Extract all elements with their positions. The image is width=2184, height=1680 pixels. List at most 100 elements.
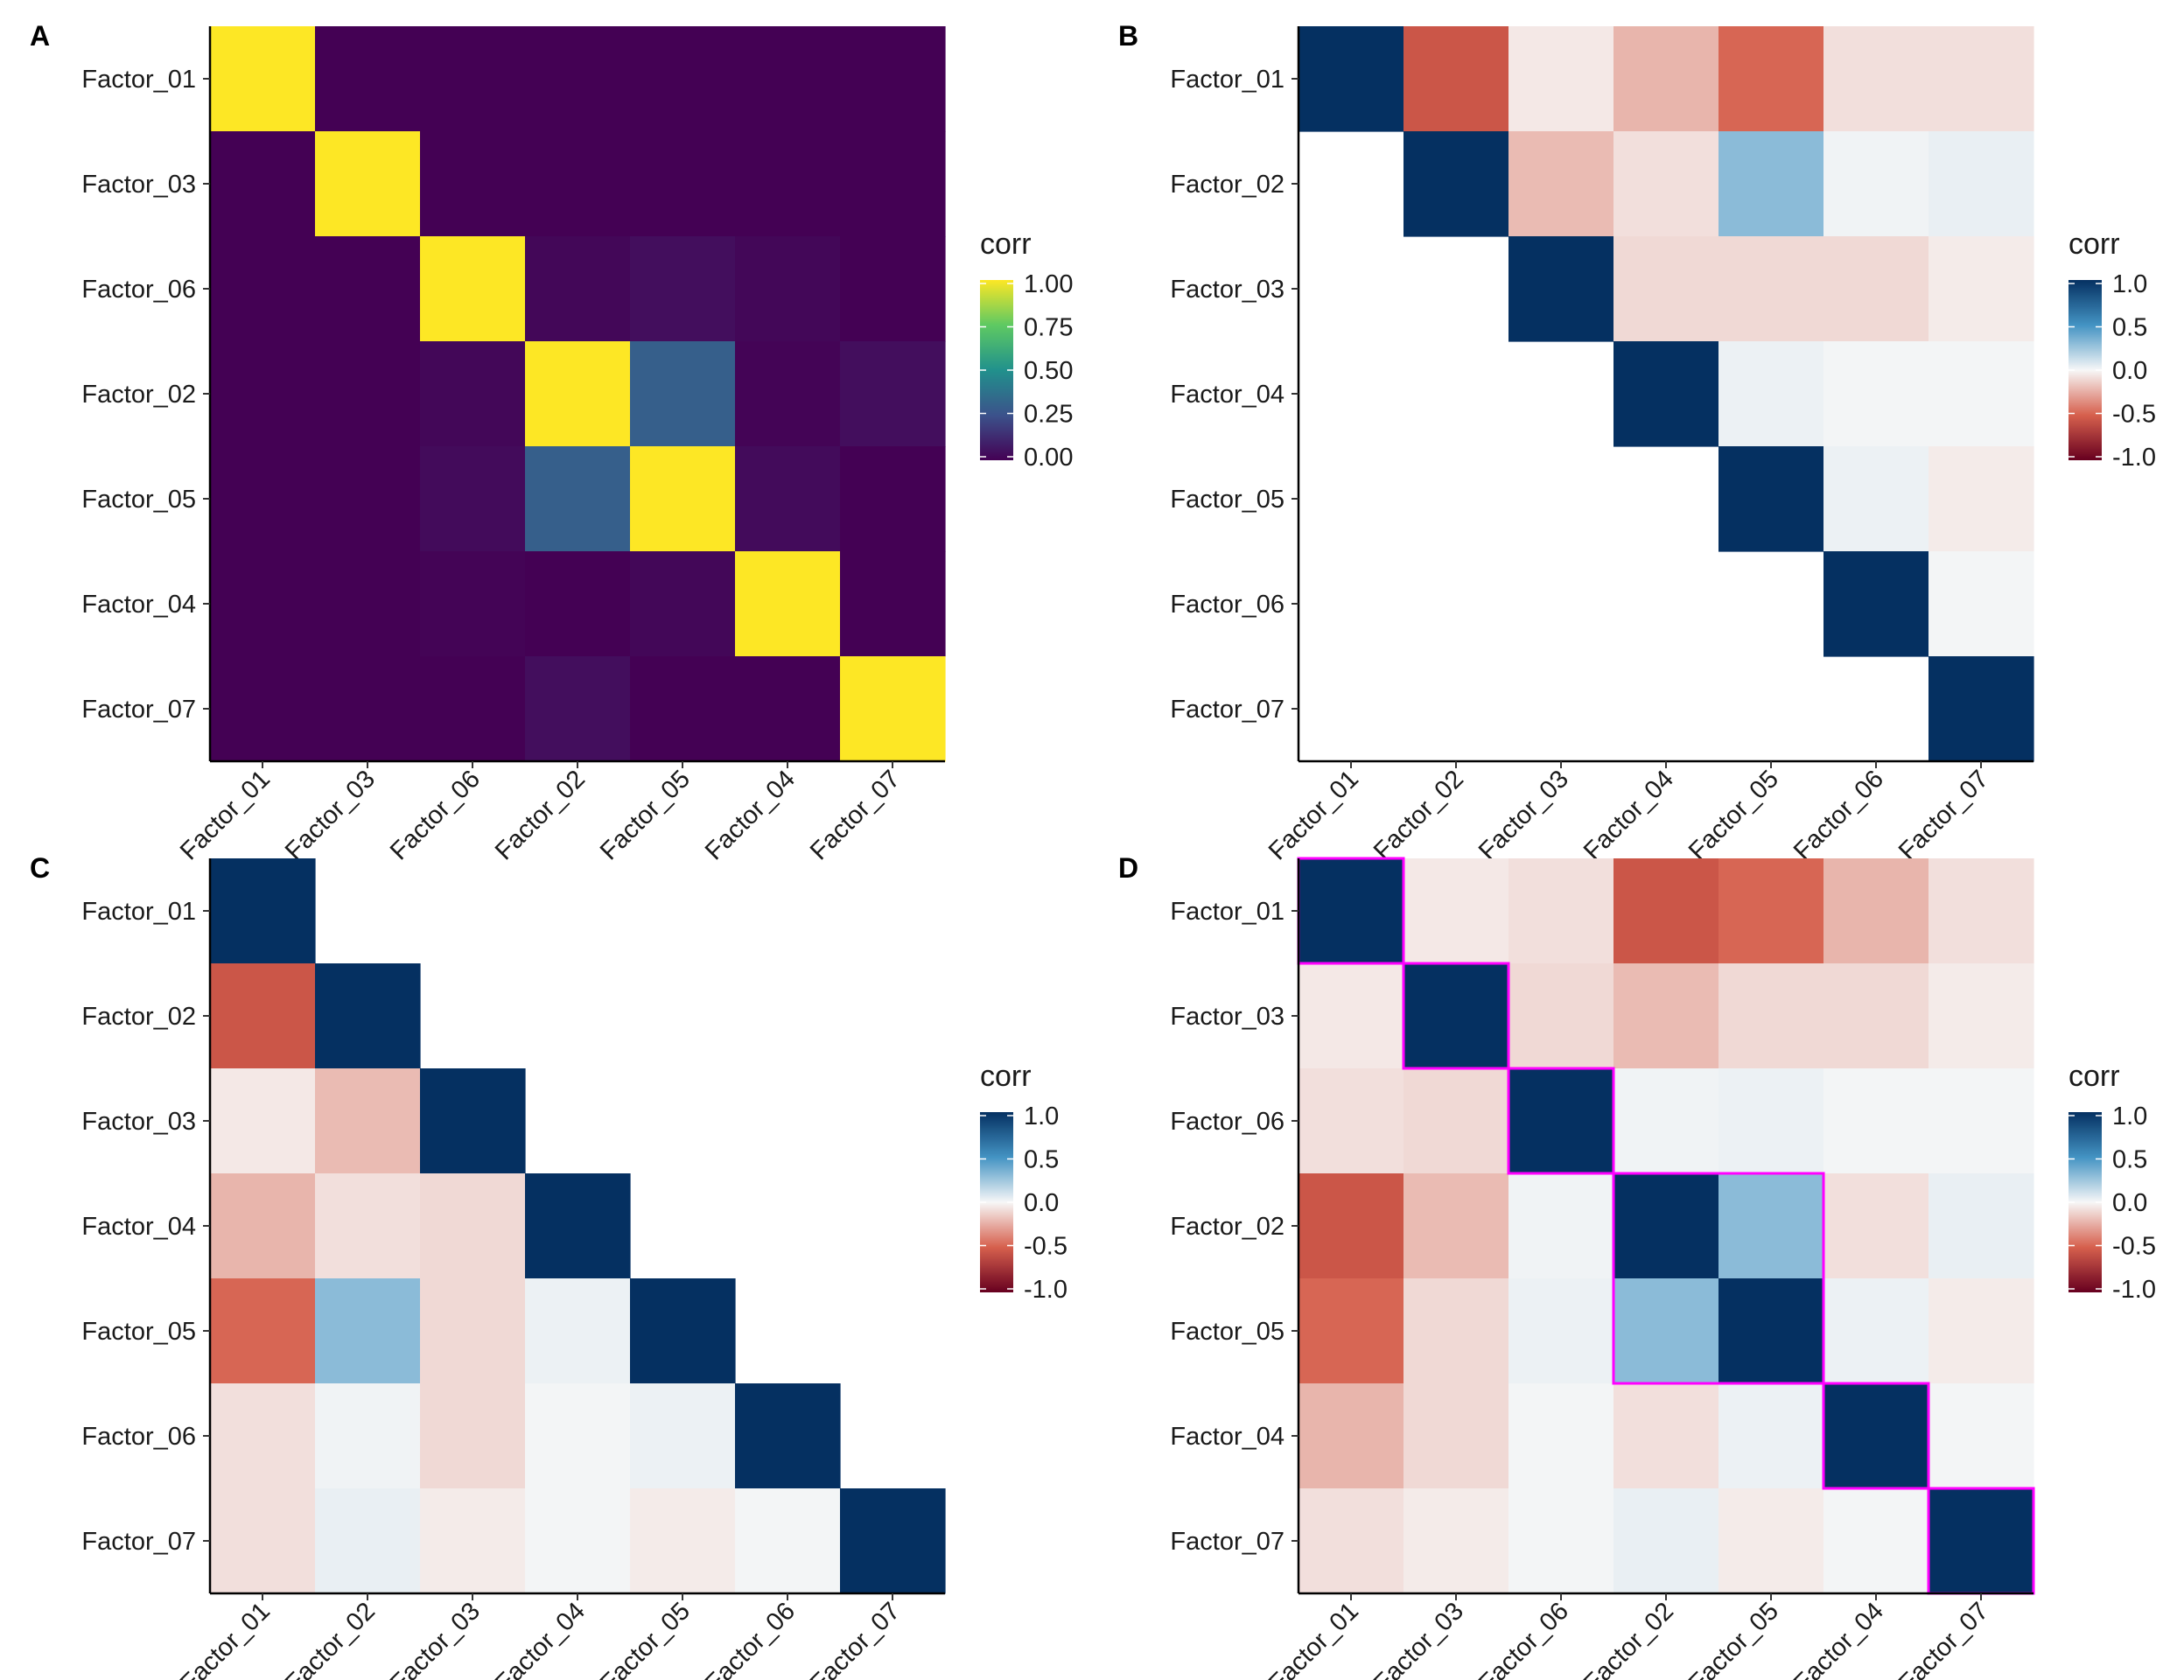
panel-c: C Factor_01Factor_01Factor_02Factor_02Fa… xyxy=(30,852,1068,1680)
legend-title: corr xyxy=(2068,1060,2120,1093)
heatmap-cell-factor_07-factor_06 xyxy=(420,656,526,762)
y-tick-label: Factor_03 xyxy=(81,1108,196,1136)
heatmap-cell-factor_04-factor_03 xyxy=(420,1173,526,1279)
heatmap-cell-factor_03-factor_03 xyxy=(1508,236,1614,342)
highlight-box-5 xyxy=(1822,1382,1930,1490)
heatmap-cell-factor_06-factor_06 xyxy=(735,1383,841,1489)
heatmap-cell-factor_05-factor_05 xyxy=(1718,446,1824,552)
heatmap-cell-factor_07-factor_04 xyxy=(525,1488,631,1594)
legend-tick-label: 1.0 xyxy=(2112,1102,2147,1130)
legend-tick-label: -1.0 xyxy=(1024,1276,1068,1304)
highlight-box-3 xyxy=(1507,1067,1615,1175)
legend-tick-label: 0.5 xyxy=(2112,1146,2147,1174)
legend-tick-label: -0.5 xyxy=(1024,1233,1068,1261)
heatmap-cell-factor_01-factor_02 xyxy=(1614,858,1719,964)
heatmap-cell-factor_02-factor_06 xyxy=(1824,131,1929,237)
heatmap-cell-factor_04-factor_04 xyxy=(735,551,841,657)
heatmap-cell-factor_06-factor_04 xyxy=(1824,1068,1929,1174)
heatmap-cell-factor_04-factor_05 xyxy=(1718,341,1824,447)
y-tick-label: Factor_04 xyxy=(81,591,196,619)
heatmap-cell-factor_07-factor_04 xyxy=(735,656,841,762)
y-tick-label: Factor_03 xyxy=(1170,276,1284,304)
heatmap-cell-factor_01-factor_03 xyxy=(1404,858,1509,964)
heatmap-cell-factor_02-factor_04 xyxy=(1614,131,1719,237)
heatmap-cell-factor_03-factor_02 xyxy=(315,1068,421,1174)
heatmap-cell-factor_05-factor_06 xyxy=(1824,446,1929,552)
heatmap-cell-factor_01-factor_04 xyxy=(1824,858,1929,964)
heatmap-cell-factor_02-factor_02 xyxy=(1614,1173,1719,1279)
heatmap-cell-factor_05-factor_02 xyxy=(1614,1278,1719,1384)
heatmap-cell-factor_03-factor_03 xyxy=(315,131,421,237)
heatmap-cell-factor_05-factor_02 xyxy=(315,1278,421,1384)
heatmap-cell-factor_06-factor_03 xyxy=(1404,1068,1509,1174)
heatmap-cell-factor_05-factor_04 xyxy=(525,1278,631,1384)
heatmap-cell-factor_07-factor_06 xyxy=(735,1488,841,1594)
legend-title: corr xyxy=(2068,228,2120,261)
legend-tick-label: -0.5 xyxy=(2112,1233,2156,1261)
heatmap-cell-factor_06-factor_04 xyxy=(525,1383,631,1489)
heatmap-cell-factor_01-factor_01 xyxy=(210,26,316,132)
heatmap-cell-factor_02-factor_02 xyxy=(525,341,631,447)
heatmap-cell-factor_07-factor_07 xyxy=(1928,656,2034,762)
heatmap-cell-factor_04-factor_06 xyxy=(1824,341,1929,447)
heatmap-cell-factor_05-factor_03 xyxy=(1404,1278,1509,1384)
heatmap-cell-factor_06-factor_05 xyxy=(630,236,736,342)
heatmap-cell-factor_04-factor_04 xyxy=(525,1173,631,1279)
heatmap-cell-factor_01-factor_06 xyxy=(420,26,526,132)
y-tick-label: Factor_07 xyxy=(81,1528,196,1556)
heatmap-cell-factor_07-factor_01 xyxy=(210,1488,316,1594)
heatmap-cell-factor_01-factor_05 xyxy=(1718,858,1824,964)
heatmap-cell-factor_06-factor_01 xyxy=(210,1383,316,1489)
heatmap-cell-factor_05-factor_05 xyxy=(630,446,736,552)
heatmap-cell-factor_03-factor_04 xyxy=(1614,236,1719,342)
heatmap-cell-factor_03-factor_04 xyxy=(1824,963,1929,1069)
y-tick-label: Factor_02 xyxy=(1170,1213,1284,1241)
heatmap-cell-factor_02-factor_05 xyxy=(630,341,736,447)
y-tick-label: Factor_03 xyxy=(1170,1003,1284,1031)
heatmap-cell-factor_04-factor_06 xyxy=(420,551,526,657)
heatmap-cell-factor_03-factor_07 xyxy=(1928,963,2034,1069)
panel-label-c: C xyxy=(30,852,50,884)
heatmap-cell-factor_04-factor_07 xyxy=(1928,341,2034,447)
heatmap-cell-factor_05-factor_06 xyxy=(1508,1278,1614,1384)
heatmap-cell-factor_07-factor_03 xyxy=(420,1488,526,1594)
heatmap-cell-factor_07-factor_03 xyxy=(1404,1488,1509,1594)
y-tick-label: Factor_01 xyxy=(81,66,196,94)
heatmap-cell-factor_05-factor_05 xyxy=(1718,1278,1824,1384)
heatmap-cell-factor_01-factor_03 xyxy=(1508,26,1614,132)
heatmap-cell-factor_03-factor_02 xyxy=(1614,963,1719,1069)
heatmap-cell-factor_02-factor_01 xyxy=(210,963,316,1069)
heatmap-cell-factor_03-factor_04 xyxy=(735,131,841,237)
heatmap-cell-factor_04-factor_02 xyxy=(1614,1383,1719,1489)
heatmap-cell-factor_01-factor_05 xyxy=(1718,26,1824,132)
heatmap-cell-factor_02-factor_07 xyxy=(1928,131,2034,237)
heatmap-cell-factor_02-factor_01 xyxy=(1298,1173,1404,1279)
heatmap-cell-factor_06-factor_02 xyxy=(1614,1068,1719,1174)
heatmap-cell-factor_06-factor_02 xyxy=(315,1383,421,1489)
heatmap-cell-factor_06-factor_07 xyxy=(1928,551,2034,657)
heatmap-cell-factor_07-factor_07 xyxy=(840,656,946,762)
heatmap-cell-factor_05-factor_07 xyxy=(1928,446,2034,552)
heatmap-cell-factor_06-factor_06 xyxy=(1824,551,1929,657)
heatmap-cell-factor_04-factor_04 xyxy=(1614,341,1719,447)
heatmap-cell-factor_03-factor_06 xyxy=(1824,236,1929,342)
heatmap-cell-factor_05-factor_03 xyxy=(420,1278,526,1384)
heatmap-cell-factor_01-factor_04 xyxy=(1614,26,1719,132)
heatmap-cell-factor_02-factor_05 xyxy=(1718,131,1824,237)
heatmap-cell-factor_01-factor_02 xyxy=(525,26,631,132)
heatmap-cell-factor_05-factor_01 xyxy=(210,1278,316,1384)
heatmap-cell-factor_03-factor_01 xyxy=(210,1068,316,1174)
heatmap-cell-factor_01-factor_07 xyxy=(840,26,946,132)
heatmap-cell-factor_07-factor_05 xyxy=(630,1488,736,1594)
heatmap-cell-factor_05-factor_03 xyxy=(315,446,421,552)
heatmap-cell-factor_07-factor_05 xyxy=(630,656,736,762)
y-tick-label: Factor_05 xyxy=(81,1318,196,1346)
heatmap-cell-factor_02-factor_05 xyxy=(1718,1173,1824,1279)
heatmap-cell-factor_03-factor_02 xyxy=(525,131,631,237)
heatmap-cell-factor_03-factor_03 xyxy=(420,1068,526,1174)
heatmap-cell-factor_02-factor_03 xyxy=(1508,131,1614,237)
heatmap-cell-factor_01-factor_05 xyxy=(630,26,736,132)
panel-label-d: D xyxy=(1118,852,1138,884)
legend-tick-label: 0.0 xyxy=(2112,357,2147,385)
